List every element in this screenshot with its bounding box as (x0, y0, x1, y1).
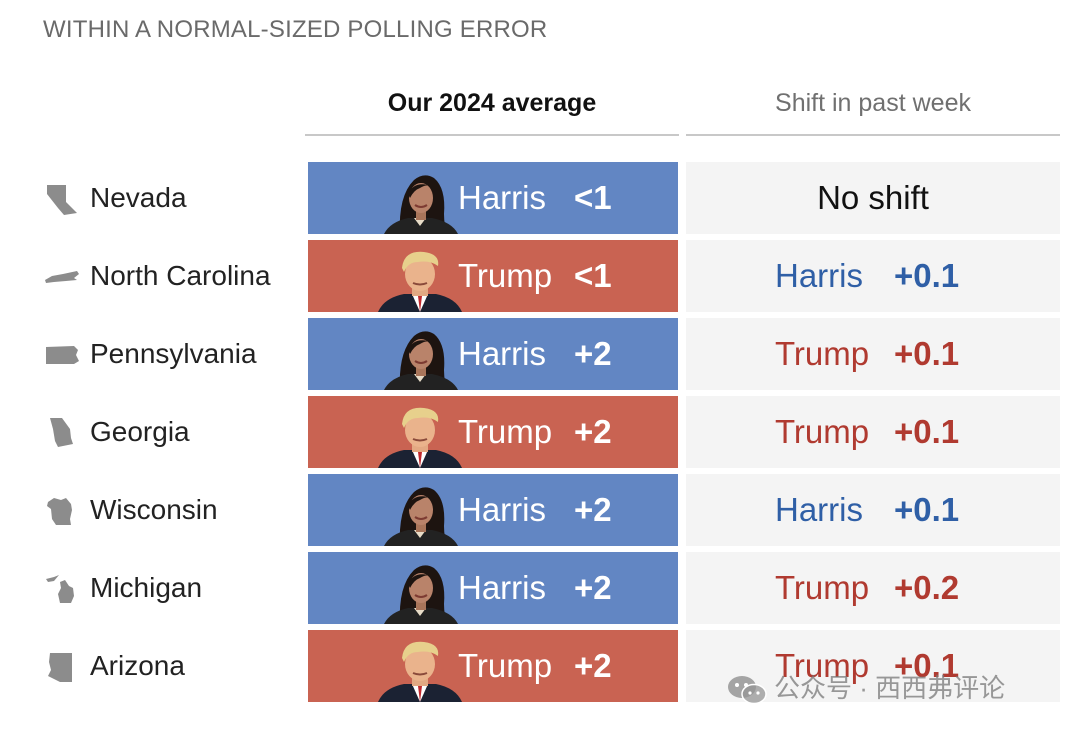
trump-portrait (374, 242, 466, 312)
shift-value: +0.1 (894, 257, 960, 294)
wechat-icon (726, 673, 768, 707)
harris-portrait (374, 476, 466, 546)
state-name: Pennsylvania (90, 338, 257, 369)
shift-cell: Trump +0.1 (686, 318, 1060, 390)
watermark-text: 公众号 · 西西弗评论 (774, 673, 1006, 703)
shift-candidate: Trump (775, 647, 870, 684)
average-cell: Harris <1 (308, 162, 678, 234)
average-cell: Harris +2 (308, 474, 678, 546)
shift-value: +0.1 (894, 647, 960, 684)
table-row: Arizona Trump +2 Trump +0.1 (0, 630, 1080, 702)
table-row: Michigan Harris +2 Trump +0.2 (0, 552, 1080, 624)
shift-value: +0.1 (894, 491, 960, 528)
shift-cell: No shift (686, 162, 1060, 234)
state-name: Wisconsin (90, 494, 218, 525)
harris-portrait (374, 554, 466, 624)
average-cell: Trump +2 (308, 630, 678, 702)
average-candidate: Trump (458, 647, 553, 684)
pennsylvania-shape-icon (44, 338, 80, 372)
average-candidate: Trump (458, 257, 553, 294)
trump-portrait (374, 398, 466, 468)
shift-candidate: Harris (775, 257, 863, 294)
average-cell: Trump +2 (308, 396, 678, 468)
table-row: Pennsylvania Harris +2 Trump +0.1 (0, 318, 1080, 390)
shift-cell: Trump +0.1 (686, 396, 1060, 468)
wisconsin-shape-icon (44, 494, 80, 528)
average-cell: Harris +2 (308, 552, 678, 624)
state-name: Georgia (90, 416, 190, 447)
shift-candidate: Trump (775, 569, 870, 606)
harris-portrait (374, 320, 466, 390)
state-name: Michigan (90, 572, 203, 603)
column-rule-shift (686, 134, 1060, 136)
shift-value: +0.2 (894, 569, 960, 606)
state-name: Arizona (90, 650, 185, 681)
average-candidate: Trump (458, 413, 553, 450)
arizona-shape-icon (44, 650, 80, 684)
north-carolina-shape-icon (44, 260, 80, 294)
shift-cell: Harris +0.1 (686, 240, 1060, 312)
average-margin: +2 (574, 491, 612, 528)
average-margin: +2 (574, 335, 612, 372)
shift-candidate: Trump (775, 413, 870, 450)
average-margin: +2 (574, 413, 612, 450)
average-candidate: Harris (458, 179, 546, 216)
average-margin: +2 (574, 647, 612, 684)
column-rule-average (305, 134, 679, 136)
average-candidate: Harris (458, 335, 546, 372)
column-header-average: Our 2024 average (387, 89, 597, 117)
shift-candidate: Trump (775, 335, 870, 372)
average-margin: <1 (574, 179, 612, 216)
michigan-shape-icon (44, 572, 80, 606)
table-row: Wisconsin Harris +2 Harris +0.1 (0, 474, 1080, 546)
table-row: Georgia Trump +2 Trump +0.1 (0, 396, 1080, 468)
nevada-shape-icon (44, 182, 80, 216)
georgia-shape-icon (44, 416, 80, 450)
state-name: North Carolina (90, 260, 271, 291)
harris-portrait (374, 164, 466, 234)
average-cell: Harris +2 (308, 318, 678, 390)
column-header-shift: Shift in past week (775, 89, 971, 117)
watermark: 公众号 · 西西弗评论 (726, 668, 1005, 708)
shift-candidate: Harris (775, 491, 863, 528)
average-cell: Trump <1 (308, 240, 678, 312)
shift-cell: Trump +0.2 (686, 552, 1060, 624)
shift-value: +0.1 (894, 413, 960, 450)
shift-text: No shift (817, 179, 929, 216)
average-candidate: Harris (458, 491, 546, 528)
average-margin: +2 (574, 569, 612, 606)
table-row: North Carolina Trump <1 Harris +0.1 (0, 240, 1080, 312)
average-margin: <1 (574, 257, 612, 294)
trump-portrait (374, 632, 466, 702)
shift-value: +0.1 (894, 335, 960, 372)
shift-cell: Harris +0.1 (686, 474, 1060, 546)
table-row: Nevada Harris <1 No shift (0, 162, 1080, 234)
chart-kicker: WITHIN A NORMAL-SIZED POLLING ERROR (43, 16, 548, 43)
state-name: Nevada (90, 182, 187, 213)
average-candidate: Harris (458, 569, 546, 606)
